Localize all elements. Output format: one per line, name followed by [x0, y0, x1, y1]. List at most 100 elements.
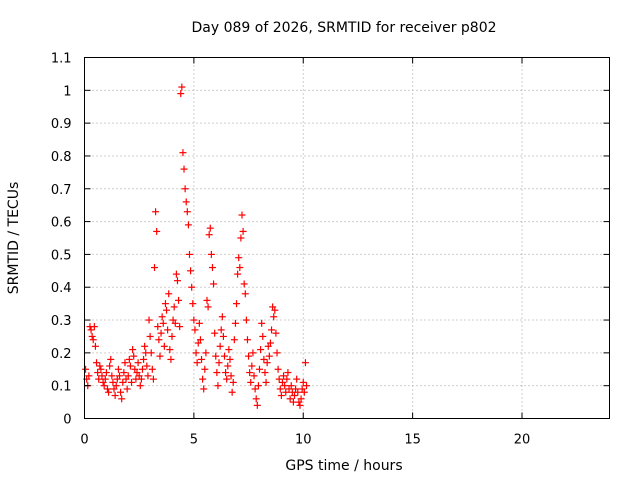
data-point: [223, 375, 231, 383]
y-tick-label: 0.8: [51, 150, 72, 165]
data-point: [178, 83, 186, 91]
data-point: [236, 264, 244, 272]
data-point: [154, 323, 162, 331]
data-point: [301, 359, 309, 367]
data-point: [126, 362, 134, 370]
data-point: [158, 313, 166, 321]
y-tick-label: 0.2: [51, 347, 72, 362]
data-point: [106, 362, 114, 370]
data-point: [262, 378, 270, 386]
data-point: [143, 362, 151, 370]
data-point: [217, 326, 225, 334]
data-point: [201, 365, 209, 373]
data-point: [156, 352, 164, 360]
data-point: [286, 395, 294, 403]
data-point: [218, 313, 226, 321]
data-point: [280, 372, 288, 380]
data-point: [224, 362, 232, 370]
data-point: [195, 319, 203, 327]
data-point: [254, 382, 262, 390]
data-point: [299, 378, 307, 386]
data-point: [239, 227, 247, 235]
data-point: [160, 342, 168, 350]
data-point: [155, 336, 163, 344]
data-point: [173, 277, 181, 285]
data-point: [164, 326, 172, 334]
data-point: [237, 234, 245, 242]
data-point: [87, 326, 95, 334]
data-point: [242, 316, 250, 324]
data-point: [281, 382, 289, 390]
data-point: [274, 365, 282, 373]
data-point: [297, 395, 305, 403]
data-point: [268, 326, 276, 334]
data-point: [193, 359, 201, 367]
data-point: [108, 372, 116, 380]
grid-layer: [84, 57, 610, 419]
data-point: [219, 332, 227, 340]
data-point: [100, 382, 108, 390]
data-point: [192, 349, 200, 357]
data-point: [283, 375, 291, 383]
data-point: [235, 254, 243, 262]
data-point: [272, 329, 280, 337]
data-point: [181, 185, 189, 193]
data-point: [258, 319, 266, 327]
data-point: [276, 385, 284, 393]
data-point: [282, 388, 290, 396]
data-point: [124, 372, 132, 380]
data-point: [213, 369, 221, 377]
data-point: [204, 303, 212, 311]
data-point: [248, 362, 256, 370]
data-point: [245, 352, 253, 360]
data-point: [260, 355, 268, 363]
y-axis-label: SRMTID / TECUs: [6, 182, 22, 295]
data-point: [109, 378, 117, 386]
data-point: [293, 375, 301, 383]
data-point: [187, 267, 195, 275]
data-point: [98, 372, 106, 380]
data-point: [196, 336, 204, 344]
data-point: [121, 359, 129, 367]
x-tick-label: 20: [514, 433, 531, 448]
data-point: [296, 401, 304, 409]
data-point: [226, 355, 234, 363]
data-point: [231, 319, 239, 327]
y-tick-label: 0.1: [51, 380, 72, 395]
data-point: [233, 300, 241, 308]
plot-frame: [84, 57, 610, 419]
data-point: [112, 382, 120, 390]
data-point: [266, 339, 274, 347]
data-point: [105, 388, 113, 396]
data-point: [265, 352, 273, 360]
data-point: [229, 378, 237, 386]
data-point: [103, 385, 111, 393]
data-point: [189, 300, 197, 308]
data-point: [256, 365, 263, 373]
chart-title: Day 089 of 2026, SRMTID for receiver p80…: [191, 20, 496, 36]
data-point: [183, 208, 191, 216]
data-point: [102, 369, 110, 377]
data-point: [215, 359, 223, 367]
data-point: [191, 326, 199, 334]
data-point: [161, 300, 169, 308]
data-point: [130, 352, 138, 360]
data-point: [186, 250, 193, 258]
data-point: [137, 375, 145, 383]
data-point: [208, 264, 216, 272]
data-point: [277, 392, 285, 400]
y-tick-label: 0.7: [51, 183, 72, 198]
data-point: [163, 306, 171, 314]
data-point: [205, 231, 213, 239]
data-point: [225, 346, 233, 354]
data-point: [88, 332, 96, 340]
data-point: [89, 336, 97, 344]
data-point: [234, 270, 242, 278]
data-point: [222, 369, 230, 377]
data-point: [170, 303, 178, 311]
data-point: [94, 369, 102, 377]
data-point: [184, 221, 192, 229]
data-point: [259, 332, 267, 340]
y-tick-label: 0.3: [51, 314, 72, 329]
